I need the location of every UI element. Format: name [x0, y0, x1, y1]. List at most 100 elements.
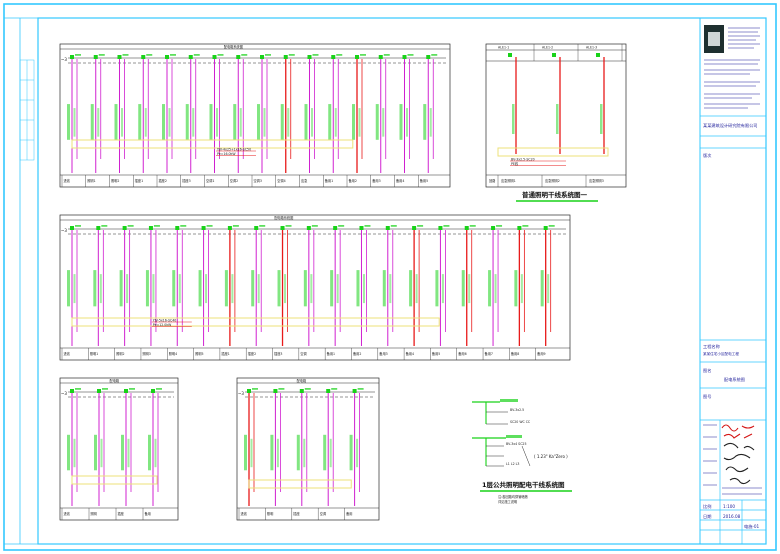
diagram5-branch-text	[349, 434, 353, 471]
diagram1-bottom-label: 照明2	[111, 179, 119, 183]
diagram1-breaker	[378, 55, 383, 59]
diagram4-breaker-label	[102, 388, 108, 390]
diagram5-breaker-label	[304, 388, 311, 390]
diagram1-voltage: ~3	[61, 57, 67, 62]
diagram1-branch-text-2	[192, 108, 195, 137]
diagram1-breaker-label	[431, 54, 438, 56]
diagram3-branch-text-2	[99, 274, 102, 304]
diagram1-breaker	[117, 55, 122, 59]
diagram1-breaker-label	[193, 54, 200, 56]
legend-subline: 详见施工说明	[498, 499, 517, 504]
diagram3-breaker	[122, 226, 127, 230]
diagram1-bottom-label: 备用5	[420, 178, 428, 183]
tb-scale: 1:100	[723, 504, 735, 509]
diagram3-bottom-label: 备用7	[485, 351, 493, 356]
diagram4-breaker-label	[129, 388, 135, 390]
tb-org: 某某建筑设计研究院有限公司	[703, 122, 757, 129]
diagram3-branch-text-2	[257, 274, 260, 304]
diagram1-branch-text	[375, 104, 379, 140]
diagram5-breaker-label	[278, 388, 285, 390]
diagram5-bottom-label: 空调	[320, 511, 326, 516]
diagram4-branch-text-2	[73, 438, 76, 468]
diagram1-bottom-label: 插座3	[182, 178, 190, 183]
diagram1-bottom-label: 插座1	[135, 178, 143, 183]
diagram3-bottom-label: 备用5	[432, 351, 440, 356]
legend-green-tag	[506, 435, 522, 438]
d2-branch-text	[600, 104, 603, 134]
legend-label: BV-3x4 SC25	[506, 442, 527, 446]
diagram3-breaker	[491, 226, 496, 230]
diagram1-branch-text-2	[239, 108, 242, 137]
diagram1-branch-text-2	[334, 108, 337, 137]
d2-header: ALE1-2	[542, 46, 553, 50]
diagram1-branch-text-2	[263, 108, 266, 137]
diagram5-breaker	[352, 389, 357, 393]
d2-header: ALE1-1	[498, 46, 509, 50]
diagram3-note: Pe=12.0kW	[153, 323, 172, 327]
diagram4-branch-text-2	[100, 438, 103, 468]
diagram5-breaker	[247, 389, 251, 393]
diagram3-bottom-label: 空调	[300, 351, 306, 356]
diagram3-breaker-label	[548, 225, 555, 227]
diagram3-breaker-label	[522, 225, 529, 227]
diagram5-breaker	[326, 389, 331, 393]
diagram1-breaker-label	[288, 54, 295, 56]
tb-project-label: 工程名称	[703, 343, 720, 350]
diagram5-branch-text	[244, 434, 247, 471]
diagram1-bottom-label: 空调2	[230, 178, 238, 183]
diagram3-bottom-label: 备用1	[327, 351, 335, 356]
diagram3-breaker-label	[232, 225, 239, 227]
diagram4-frame	[59, 377, 179, 521]
tb-drawing-label: 图名	[703, 367, 711, 374]
diagram1-breaker-label	[265, 54, 271, 56]
diagram5-bottom-label: 照明	[267, 512, 273, 516]
diagram3-bottom-label: 备用4	[406, 351, 414, 356]
diagram5-breaker-label	[252, 388, 258, 390]
diagram1-breaker-label	[217, 54, 224, 56]
diagram3-bottom-label: 照明5	[195, 352, 203, 356]
diagram1-branch-text	[209, 104, 213, 140]
diagram1-summary-box	[71, 139, 354, 149]
diagram3-breaker	[385, 226, 390, 230]
diagram5-branch-text-2	[276, 438, 279, 468]
diagram3-breaker-label	[153, 225, 160, 227]
diagram3-branch-text-2	[126, 274, 129, 304]
diagram1-branch-text	[399, 104, 403, 140]
diagram1-breaker-label	[170, 54, 176, 56]
diagram3-breaker	[438, 226, 443, 230]
diagram4-branch-text-2	[127, 438, 130, 468]
diagram1-header: 配电箱系统图	[224, 44, 243, 49]
diagram1-breaker	[70, 55, 74, 59]
diagram1-breaker-label	[98, 54, 105, 56]
diagram1-breaker-label	[383, 54, 390, 56]
diagram5-branch-text	[296, 434, 300, 471]
diagram3-branch-text-2	[389, 274, 392, 304]
diagram3-breaker	[96, 226, 101, 230]
diagram1-breaker	[141, 55, 146, 59]
diagram4-branch-text-2	[154, 438, 157, 468]
diagram3-breaker-label	[127, 225, 134, 227]
diagram3-breaker	[70, 226, 74, 230]
diagram3-breaker-label	[285, 225, 292, 227]
d2-bottom-label: 应急照明3	[589, 178, 604, 183]
diagram1-breaker-label	[407, 54, 414, 56]
diagram1-note: YJV-4x25+1x16-SC50	[217, 147, 251, 151]
diagram3-breaker-label	[75, 225, 81, 227]
diagram3-bottom-label: 备用6	[458, 351, 466, 356]
diagram1-breaker-label	[360, 54, 366, 56]
diagram5-breaker-label	[331, 388, 338, 390]
diagram4-breaker	[70, 389, 74, 393]
diagram1-branch-text-2	[168, 108, 171, 137]
d2-breaker	[552, 53, 556, 57]
diagram1-bottom-label: 备用1	[325, 178, 333, 183]
diagram1-breaker	[283, 55, 288, 59]
diagram1-branch-text	[257, 104, 260, 140]
diagram1-breaker	[212, 55, 217, 59]
diagram3-branch-text-2	[468, 274, 471, 304]
diagram3-branch-text	[435, 270, 439, 307]
diagram5-bottom-label: 插座	[293, 511, 300, 516]
diagram1-branch-text	[423, 104, 427, 140]
diagram4-header: 配电箱	[110, 378, 120, 383]
diagram3-note: YJV-5x16-SC40	[153, 318, 176, 322]
